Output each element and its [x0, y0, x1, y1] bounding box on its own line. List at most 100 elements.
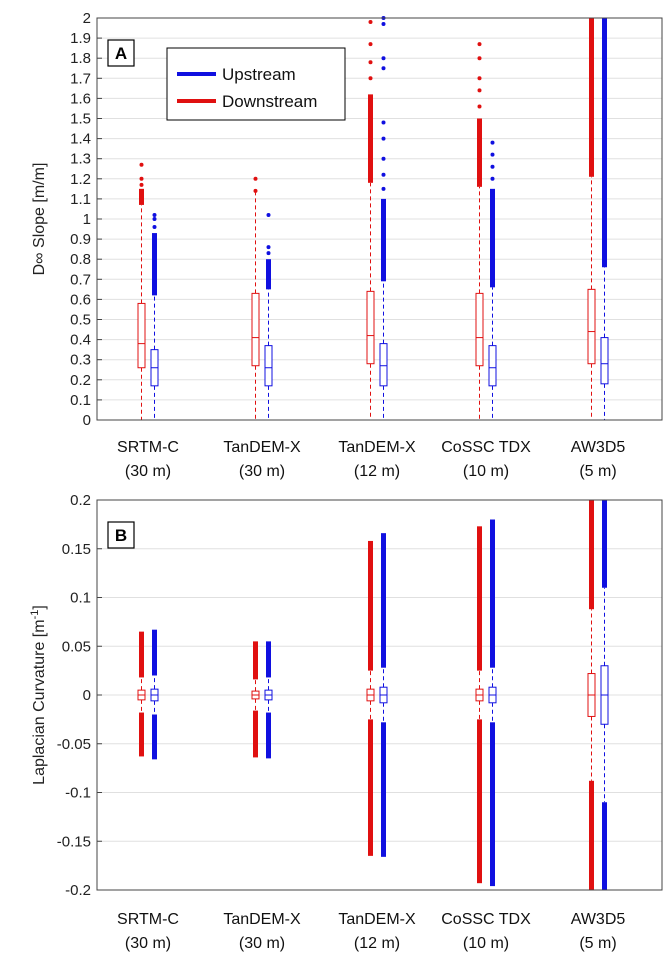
category-name-label: SRTM-C — [117, 439, 179, 456]
box-iqr — [264, 345, 273, 387]
category-resolution-label: (12 m) — [354, 463, 400, 480]
outlier-band-high — [152, 629, 157, 676]
category-resolution-label: (30 m) — [125, 935, 171, 952]
category-resolution-label: (12 m) — [354, 935, 400, 952]
outlier-point — [266, 212, 271, 217]
y-tick-label: 0.15 — [62, 541, 91, 558]
outlier-band-low — [381, 722, 386, 857]
panel-b-frame — [96, 499, 663, 891]
y-tick-label: 1 — [83, 211, 91, 228]
outlier-band-high — [490, 519, 495, 668]
outlier-band-low — [589, 780, 594, 890]
legend-label-downstream: Downstream — [222, 92, 317, 111]
y-tick-label: 0.9 — [70, 231, 91, 248]
box-downstream — [251, 641, 260, 758]
y-tick-label: -0.15 — [57, 833, 91, 850]
outlier-band — [152, 233, 157, 296]
outlier-point — [139, 162, 144, 167]
outlier-band-high — [477, 526, 482, 671]
outlier-point — [368, 20, 373, 25]
legend: Upstream Downstream — [166, 47, 346, 121]
outlier-band-high — [139, 631, 144, 678]
outlier-band-high — [602, 500, 607, 588]
box-downstream — [475, 526, 484, 884]
category-resolution-label: (30 m) — [239, 935, 285, 952]
panel-a-frame — [96, 17, 663, 421]
outlier-point — [490, 176, 495, 181]
outlier-band — [368, 94, 373, 183]
outlier-point — [381, 22, 386, 27]
y-tick-label: 0.6 — [70, 291, 91, 308]
box-downstream — [587, 500, 596, 890]
outlier-band — [589, 18, 594, 177]
category-resolution-label: (5 m) — [579, 463, 616, 480]
outlier-point — [381, 56, 386, 61]
box-iqr — [251, 292, 260, 367]
outlier-point — [477, 88, 482, 93]
box-upstream — [488, 519, 497, 887]
outlier-point — [381, 136, 386, 141]
box-iqr — [587, 288, 596, 365]
y-tick-label: 0.05 — [62, 638, 91, 655]
outlier-point — [490, 164, 495, 169]
box-upstream — [379, 16, 388, 420]
box-downstream — [587, 18, 596, 420]
category-resolution-label: (30 m) — [125, 463, 171, 480]
panel-b-label-box — [107, 521, 135, 549]
box-upstream — [150, 212, 159, 420]
category-name-label: AW3D5 — [571, 911, 626, 928]
category-resolution-label: (10 m) — [463, 935, 509, 952]
panel-b-y-axis-label-main: Laplacian Curvature [m — [31, 619, 48, 784]
outlier-point — [477, 104, 482, 109]
panel-b-boxplots — [137, 500, 609, 890]
outlier-band-high — [368, 540, 373, 671]
category-name-label: CoSSC TDX — [441, 439, 531, 456]
outlier-band-high — [589, 500, 594, 610]
outlier-band — [139, 188, 144, 205]
outlier-point — [152, 217, 157, 221]
y-tick-label: 0 — [83, 412, 91, 429]
outlier-point — [368, 60, 373, 65]
outlier-point — [139, 182, 144, 187]
panel-b-category-labels: SRTM-C (30 m) TanDEM-X (30 m) TanDEM-X (12 m)… — [117, 911, 625, 952]
panel-b-y-axis-label: Laplacian Curvature [m-1] — [29, 605, 48, 785]
legend-box — [166, 47, 346, 121]
outlier-band-low — [253, 710, 258, 758]
box-downstream — [137, 162, 146, 420]
outlier-band-low — [152, 714, 157, 760]
category-resolution-label: (10 m) — [463, 463, 509, 480]
box-upstream — [264, 212, 273, 420]
panel-b-y-tick-labels: -0.2 -0.15 -0.1 -0.05 0 0.05 0.1 0.15 0.2 — [57, 492, 102, 899]
y-tick-label: 0.7 — [70, 271, 91, 288]
y-tick-label: 0.2 — [70, 492, 91, 509]
outlier-band-low — [266, 712, 271, 759]
box-upstream — [264, 641, 273, 759]
y-tick-label: 1.3 — [70, 151, 91, 168]
y-tick-label: 0.2 — [70, 372, 91, 389]
box-upstream — [488, 140, 497, 420]
box-downstream — [475, 42, 484, 420]
outlier-band-low — [139, 712, 144, 757]
box-iqr — [366, 290, 375, 365]
category-name-label: AW3D5 — [571, 439, 626, 456]
y-tick-label: 1.2 — [70, 171, 91, 188]
outlier-point — [490, 140, 495, 145]
panel-a-boxplots — [137, 16, 609, 420]
outlier-point — [381, 186, 386, 191]
y-tick-label: -0.2 — [65, 882, 91, 899]
outlier-band-high — [381, 533, 386, 668]
y-tick-label: -0.05 — [57, 736, 91, 753]
panel-a-label: A — [107, 39, 135, 67]
panel-b-label: B — [107, 521, 135, 549]
y-tick-label: 0.5 — [70, 312, 91, 329]
outlier-point — [266, 245, 271, 250]
outlier-point — [490, 152, 495, 157]
category-name-label: TanDEM-X — [338, 911, 416, 928]
panel-b-curvature-chart: -0.2 -0.15 -0.1 -0.05 0 0.05 0.1 0.15 0.2 SRTM-C… — [29, 492, 663, 952]
outlier-band — [477, 118, 482, 187]
y-tick-label: 0.1 — [70, 392, 91, 409]
panel-a-y-axis-label: D∞ Slope [m/m] — [31, 163, 48, 276]
box-iqr — [600, 337, 609, 385]
y-tick-label: 1.6 — [70, 90, 91, 107]
panel-b-label-text: B — [115, 526, 127, 545]
